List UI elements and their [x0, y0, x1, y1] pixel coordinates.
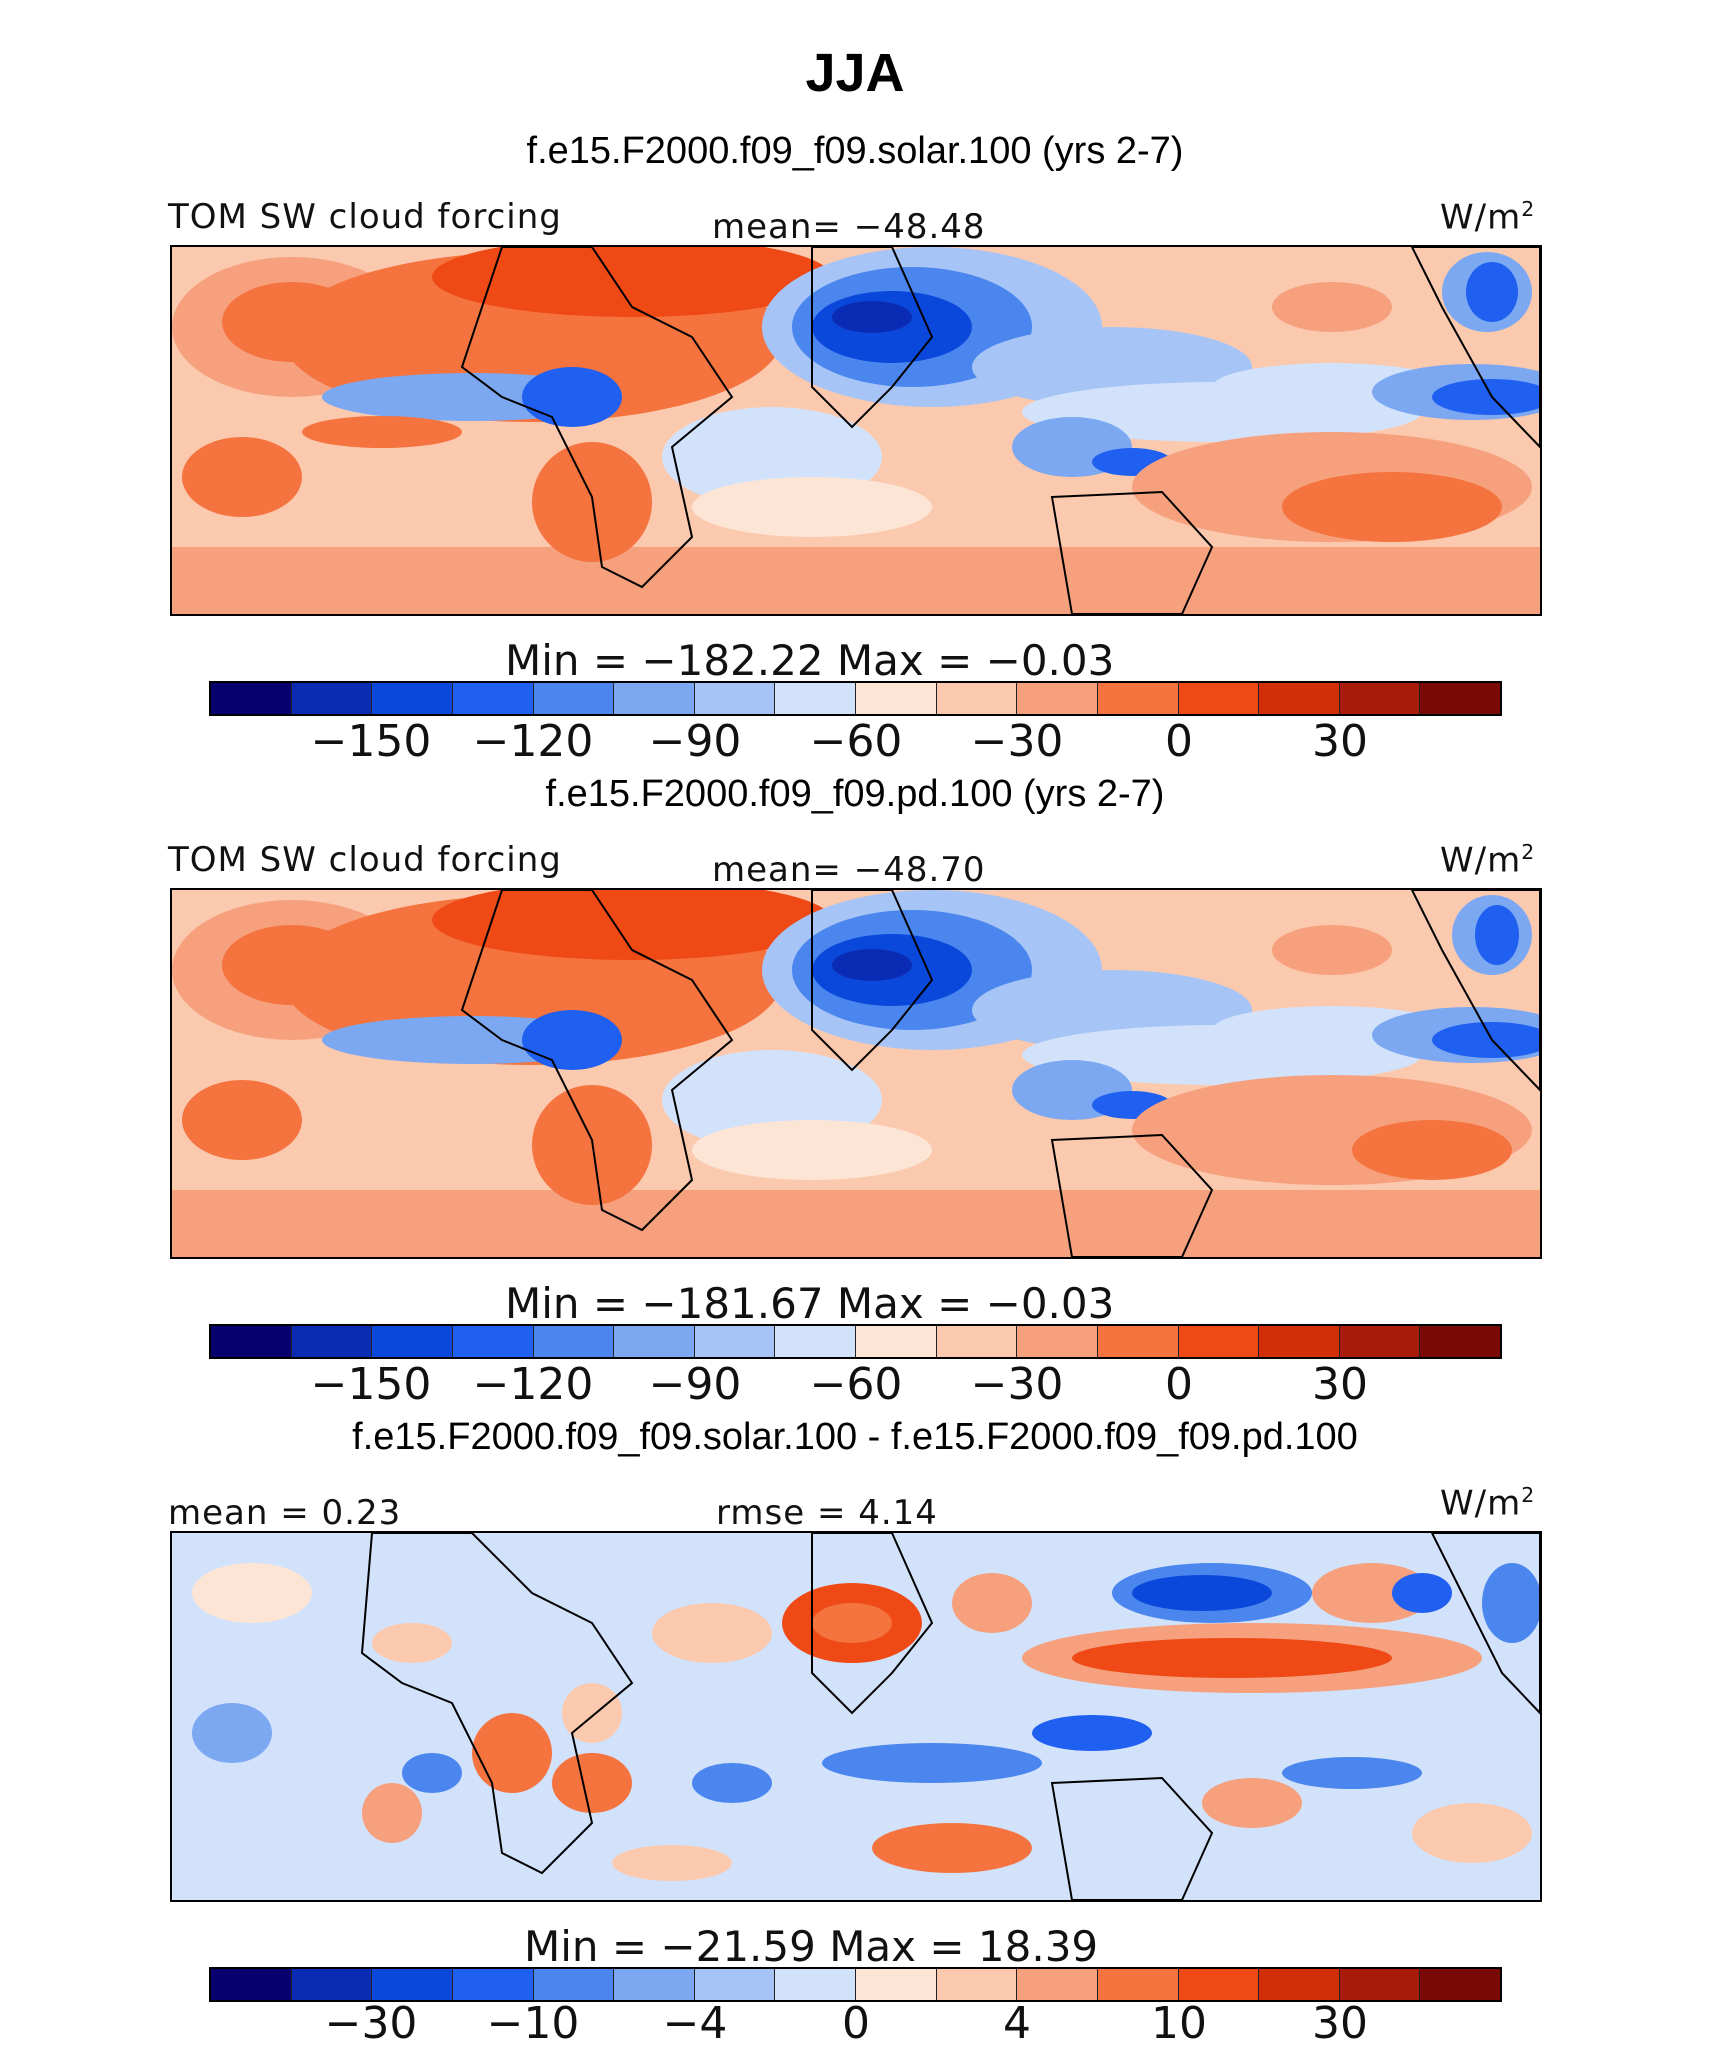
minmax-3: Min = −21.59 Max = 18.39: [524, 1922, 1099, 1971]
colorbar-swatch: [533, 683, 615, 714]
colorbar-swatch: [452, 1969, 534, 2000]
colorbar-tick-label: 0: [1165, 1359, 1193, 1410]
colorbar-swatch: [1420, 683, 1500, 714]
minmax-1: Min = −182.22 Max = −0.03: [505, 636, 1115, 685]
colorbar-tick-label: −60: [809, 716, 903, 767]
colorbar-swatch: [1420, 1326, 1500, 1357]
mean-label-2: mean= −48.70: [712, 850, 986, 890]
units-label-1: W/m2: [1440, 197, 1536, 238]
colorbar-swatch: [1178, 683, 1260, 714]
colorbar-tick-label: −30: [970, 1359, 1064, 1410]
colorbar-tick-label: −90: [648, 716, 742, 767]
colorbar-swatch: [1259, 1326, 1340, 1357]
colorbar-swatch: [1420, 1969, 1500, 2000]
colorbar-swatch: [936, 683, 1018, 714]
colorbar-swatch: [372, 1969, 453, 2000]
colorbar-tick-label: −120: [472, 716, 594, 767]
colorbar-tick-label: −10: [486, 1998, 580, 2049]
colorbar-swatch: [291, 1326, 373, 1357]
colorbar-swatch: [533, 1969, 615, 2000]
case-title-2: f.e15.F2000.f09_f09.pd.100 (yrs 2-7): [545, 773, 1165, 815]
colorbar-tick-label: −150: [310, 716, 432, 767]
map-field-3: [172, 1533, 1540, 1900]
colorbar-tick-label: −90: [648, 1359, 742, 1410]
colorbar-swatch: [1097, 1326, 1179, 1357]
colorbar-swatch: [936, 1326, 1018, 1357]
rmse-label-3: rmse = 4.14: [716, 1493, 938, 1533]
colorbar-swatch: [1017, 683, 1098, 714]
colorbar-swatch: [1339, 1326, 1421, 1357]
colorbar-tick-label: −30: [324, 1998, 418, 2049]
colorbar-swatch: [372, 683, 453, 714]
colorbar-swatch: [775, 1969, 856, 2000]
colorbar-swatch: [1178, 1326, 1260, 1357]
figure-title: JJA: [805, 43, 905, 103]
map-field-2: [172, 890, 1540, 1257]
colorbar-1: [209, 681, 1502, 716]
colorbar-swatch: [1017, 1326, 1098, 1357]
map-panel-1: [170, 245, 1542, 616]
colorbar-swatch: [533, 1326, 615, 1357]
colorbar-swatch: [856, 1969, 937, 2000]
colorbar-swatch: [614, 683, 695, 714]
colorbar-swatch: [614, 1326, 695, 1357]
colorbar-swatch: [775, 1326, 856, 1357]
colorbar-tick-label: −30: [970, 716, 1064, 767]
case-title-1: f.e15.F2000.f09_f09.solar.100 (yrs 2-7): [526, 130, 1184, 172]
colorbar-swatch: [1339, 1969, 1421, 2000]
colorbar-tick-label: 10: [1151, 1998, 1207, 2049]
colorbar-tick-label: −4: [662, 1998, 728, 2049]
colorbar-tick-label: 30: [1312, 716, 1368, 767]
colorbar-swatch: [1259, 683, 1340, 714]
colorbar-swatch: [1178, 1969, 1260, 2000]
mean-label-3: mean = 0.23: [168, 1493, 402, 1533]
colorbar-swatch: [614, 1969, 695, 2000]
colorbar-swatch: [291, 1969, 373, 2000]
colorbar-swatch: [211, 683, 292, 714]
variable-label-1: TOM SW cloud forcing: [168, 197, 562, 237]
colorbar-swatch: [452, 1326, 534, 1357]
colorbar-tick-label: −60: [809, 1359, 903, 1410]
colorbar-swatch: [452, 683, 534, 714]
colorbar-tick-label: 4: [1003, 1998, 1031, 2049]
map-field-1: [172, 247, 1540, 614]
colorbar-swatch: [856, 683, 937, 714]
colorbar-swatch: [775, 683, 856, 714]
colorbar-swatch: [856, 1326, 937, 1357]
colorbar-2: [209, 1324, 1502, 1359]
colorbar-swatch: [1097, 683, 1179, 714]
colorbar-tick-label: −120: [472, 1359, 594, 1410]
mean-label-1: mean= −48.48: [712, 207, 986, 247]
map-panel-2: [170, 888, 1542, 1259]
colorbar-swatch: [694, 683, 776, 714]
colorbar-swatch: [211, 1969, 292, 2000]
case-title-3: f.e15.F2000.f09_f09.solar.100 - f.e15.F2…: [352, 1416, 1358, 1458]
colorbar-swatch: [936, 1969, 1018, 2000]
colorbar-swatch: [1259, 1969, 1340, 2000]
colorbar-swatch: [211, 1326, 292, 1357]
colorbar-swatch: [1339, 683, 1421, 714]
map-panel-3: [170, 1531, 1542, 1902]
colorbar-swatch: [291, 683, 373, 714]
colorbar-swatch: [694, 1969, 776, 2000]
colorbar-tick-label: 0: [842, 1998, 870, 2049]
units-label-3: W/m2: [1440, 1483, 1536, 1524]
colorbar-swatch: [1097, 1969, 1179, 2000]
minmax-2: Min = −181.67 Max = −0.03: [505, 1279, 1115, 1328]
units-label-2: W/m2: [1440, 840, 1536, 881]
colorbar-tick-label: 30: [1312, 1998, 1368, 2049]
colorbar-tick-label: −150: [310, 1359, 432, 1410]
colorbar-swatch: [1017, 1969, 1098, 2000]
colorbar-tick-label: 30: [1312, 1359, 1368, 1410]
colorbar-swatch: [372, 1326, 453, 1357]
colorbar-swatch: [694, 1326, 776, 1357]
variable-label-2: TOM SW cloud forcing: [168, 840, 562, 880]
colorbar-3: [209, 1967, 1502, 2002]
colorbar-tick-label: 0: [1165, 716, 1193, 767]
